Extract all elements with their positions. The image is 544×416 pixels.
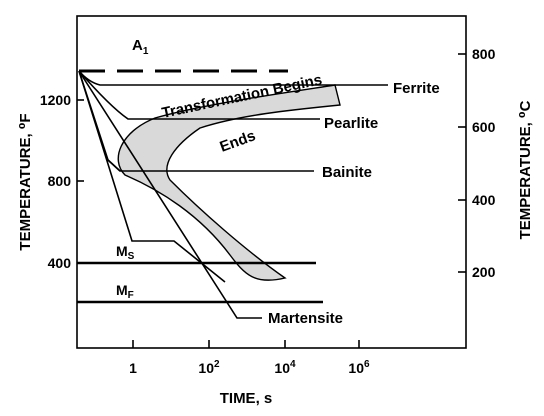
a1-label-main: A <box>132 37 143 54</box>
x-tick-label-1: 1 <box>129 360 137 376</box>
martensite-curve <box>78 70 226 283</box>
left-tick-label-800: 800 <box>48 173 72 189</box>
bainite-label: Bainite <box>322 164 372 181</box>
right-tick-label-800: 800 <box>472 46 496 62</box>
plot-frame <box>76 15 467 349</box>
transformation-band <box>117 84 341 281</box>
ferrite-label: Ferrite <box>393 80 440 97</box>
martensite-callout-line <box>78 70 262 319</box>
right-tick-label-600: 600 <box>472 119 496 135</box>
left-axis-title: TEMPERATURE, ⁰F <box>17 113 34 250</box>
pearlite-label: Pearlite <box>324 115 378 132</box>
mf-label-sub: F <box>128 290 134 301</box>
left-tick-label-1200: 1200 <box>40 92 71 108</box>
right-tick-label-400: 400 <box>472 192 496 208</box>
a1-label-sub: 1 <box>143 46 149 57</box>
left-tick-label-400: 400 <box>48 255 72 271</box>
martensite-label: Martensite <box>268 310 343 327</box>
x-tick-exp-4: 4 <box>290 359 296 370</box>
x-axis-title: TIME, s <box>220 390 273 407</box>
x-tick-base-10-4: 10 <box>274 360 290 376</box>
x-tick-label-10-4: 104 <box>274 359 296 376</box>
right-axis-title: TEMPERATURE, ⁰C <box>517 100 534 239</box>
ms-label-sub: S <box>128 251 135 262</box>
mf-label: MF <box>116 282 134 301</box>
right-tick-label-200: 200 <box>472 264 496 280</box>
x-tick-base-10-2: 10 <box>198 360 214 376</box>
ms-label-main: M <box>116 243 128 259</box>
pearlite-curve <box>78 70 320 120</box>
x-tick-base-10-6: 10 <box>348 360 364 376</box>
x-tick-exp-2: 2 <box>214 359 220 370</box>
x-tick-label-10-6: 106 <box>348 359 370 376</box>
x-tick-exp-6: 6 <box>364 359 370 370</box>
ends-label: Ends <box>218 127 258 156</box>
x-tick-label-10-2: 102 <box>198 359 220 376</box>
ms-label: MS <box>116 243 135 262</box>
a1-label: A1 <box>132 37 149 57</box>
ferrite-curve <box>78 70 388 86</box>
mf-label-main: M <box>116 282 128 298</box>
